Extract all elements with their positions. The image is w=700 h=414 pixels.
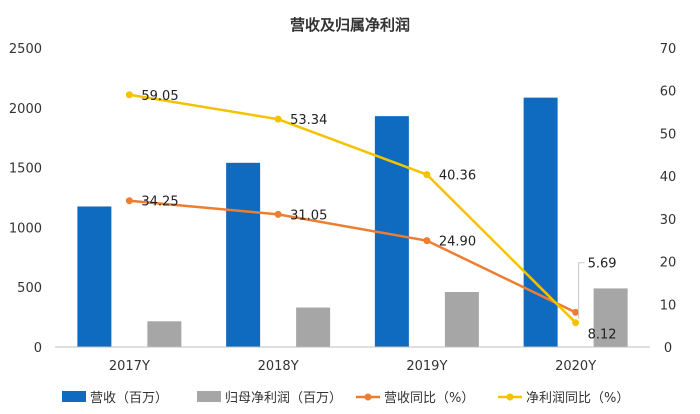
left-axis-tick: 2500 — [9, 42, 42, 57]
x-axis: 2017Y 2018Y 2019Y 2020Y — [109, 359, 596, 374]
series-line — [129, 199, 577, 314]
line-point — [274, 210, 282, 218]
legend-label: 净利润同比（%） — [526, 391, 629, 406]
right-axis-tick: 40 — [660, 170, 677, 185]
bar — [593, 288, 628, 347]
line-point — [572, 308, 580, 316]
left-axis-tick: 1000 — [9, 221, 42, 236]
data-label: 24.90 — [439, 235, 476, 250]
right-axis-tick: 50 — [660, 127, 677, 142]
data-label: 5.69 — [588, 257, 617, 272]
legend-swatch — [62, 391, 86, 402]
chart-title: 营收及归属净利润 — [290, 16, 410, 34]
legend: 营收（百万） 归母净利润（百万） 营收同比（%） 净利润同比（%） — [62, 391, 629, 406]
data-label: 53.34 — [290, 113, 327, 128]
legend-label: 营收（百万） — [90, 391, 168, 406]
bar — [296, 307, 331, 347]
legend-swatch-marker — [506, 393, 514, 401]
x-axis-tick: 2018Y — [258, 359, 299, 374]
bar — [226, 162, 261, 347]
right-axis: 0 10 20 30 40 50 60 70 — [660, 42, 677, 356]
x-axis-tick: 2019Y — [406, 359, 447, 374]
right-axis-tick: 10 — [660, 298, 677, 313]
left-axis-tick: 2000 — [9, 102, 42, 117]
x-axis-tick: 2017Y — [109, 359, 150, 374]
right-axis-tick: 30 — [660, 213, 677, 228]
left-axis: 0 500 1000 1500 2000 2500 — [9, 42, 42, 356]
bar-series — [77, 97, 628, 347]
bar — [523, 97, 558, 347]
line-point — [125, 91, 133, 99]
leader-line — [578, 262, 585, 319]
legend-label: 归母净利润（百万） — [225, 391, 342, 406]
data-label: 31.05 — [290, 208, 327, 223]
data-label: 40.36 — [439, 169, 476, 184]
right-axis-tick: 20 — [660, 256, 677, 271]
legend-label: 营收同比（%） — [384, 391, 474, 406]
series-line — [129, 93, 577, 324]
data-labels: 34.25 31.05 24.90 8.12 59.05 53.34 40.36 5.69 — [141, 89, 616, 343]
data-label: 34.25 — [141, 195, 178, 210]
line-point — [423, 237, 431, 245]
line-point — [125, 197, 133, 205]
line-point — [274, 115, 282, 123]
data-label: 8.12 — [588, 327, 617, 342]
legend-swatch-marker — [364, 393, 372, 401]
right-axis-tick: 70 — [660, 42, 677, 57]
left-axis-tick: 1500 — [9, 162, 42, 177]
legend-swatch — [197, 391, 221, 402]
line-series — [125, 91, 580, 327]
right-axis-tick: 60 — [660, 85, 677, 100]
bar — [444, 291, 479, 347]
left-axis-tick: 0 — [34, 341, 42, 356]
line-point — [572, 319, 580, 327]
bar — [147, 321, 182, 347]
bar — [77, 206, 112, 347]
left-axis-tick: 500 — [17, 281, 42, 296]
line-point — [423, 171, 431, 179]
data-label: 59.05 — [141, 89, 178, 104]
right-axis-tick: 0 — [664, 341, 672, 356]
x-axis-tick: 2020Y — [555, 359, 596, 374]
